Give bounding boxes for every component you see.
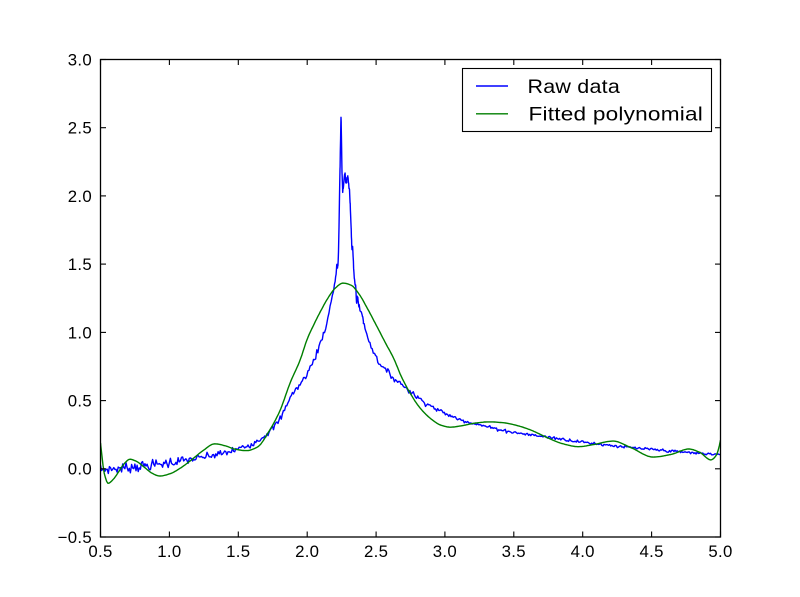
svg-text:−0.5: −0.5 — [58, 528, 92, 547]
svg-text:Fitted polynomial: Fitted polynomial — [529, 104, 704, 126]
svg-text:Raw data: Raw data — [528, 76, 621, 98]
svg-text:5.0: 5.0 — [708, 542, 732, 561]
svg-text:3.5: 3.5 — [502, 542, 526, 561]
svg-text:4.0: 4.0 — [571, 542, 595, 561]
svg-text:2.0: 2.0 — [295, 542, 319, 561]
svg-text:3.0: 3.0 — [68, 50, 92, 69]
svg-text:2.5: 2.5 — [364, 542, 388, 561]
svg-text:0.0: 0.0 — [68, 460, 92, 479]
svg-text:2.0: 2.0 — [68, 187, 92, 206]
svg-text:2.5: 2.5 — [68, 119, 92, 138]
svg-text:4.5: 4.5 — [639, 542, 663, 561]
svg-text:3.0: 3.0 — [433, 542, 457, 561]
svg-text:0.5: 0.5 — [68, 392, 92, 411]
svg-text:0.5: 0.5 — [88, 542, 112, 561]
svg-text:1.0: 1.0 — [68, 323, 92, 342]
svg-text:1.5: 1.5 — [68, 255, 92, 274]
svg-text:1.5: 1.5 — [226, 542, 250, 561]
svg-text:1.0: 1.0 — [157, 542, 181, 561]
